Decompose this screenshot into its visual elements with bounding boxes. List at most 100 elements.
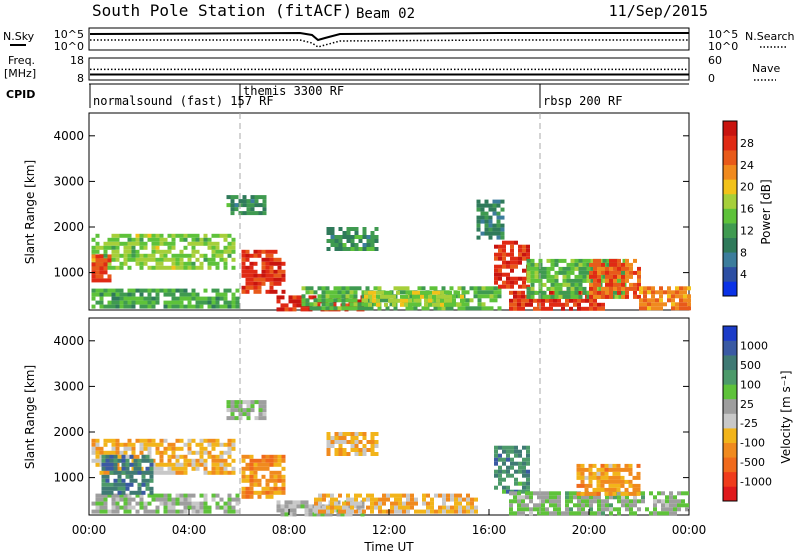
power-cell [488,227,493,232]
power-cell [135,261,140,266]
velocity-cell [119,493,124,498]
power-cell [253,289,258,294]
velocity-cell [597,495,601,500]
velocity-cell [139,450,144,455]
power-cell [107,237,112,242]
power-cell [242,199,247,204]
velocity-cell [584,491,589,496]
power-cell [601,286,605,291]
power-cell [281,261,286,266]
velocity-cell [681,499,685,504]
velocity-cell [249,466,254,471]
power-cell [510,284,514,289]
velocity-cell [231,438,236,443]
velocity-cell [378,509,382,514]
velocity-cell [227,442,232,447]
power-cell [440,298,444,303]
power-cell [445,290,450,295]
power-cell [139,300,144,305]
velocity-cell [510,445,514,450]
velocity-cell [215,462,220,467]
power-cell [127,265,132,270]
velocity-cell [426,501,430,506]
power-cell [111,288,116,293]
power-cell [496,199,501,204]
velocity-cell [522,481,526,486]
power-colorbar-tick: 16 [740,203,754,216]
velocity-cell [145,458,150,463]
velocity-cell [219,470,224,475]
velocity-cell [406,497,410,502]
velocity-cell [183,470,188,475]
power-cell [107,261,112,266]
velocity-cell [171,454,176,459]
power-cell [618,294,623,299]
velocity-cell [358,501,362,506]
velocity-cell [354,444,359,448]
power-cell [143,241,148,246]
power-cell [465,298,470,303]
power-cell [437,306,442,311]
velocity-cell [553,491,557,496]
velocity-cell [589,503,593,508]
power-cell [473,286,478,291]
velocity-cell [280,508,285,513]
velocity-cell [609,503,613,508]
velocity-cell [466,497,470,502]
velocity-cell [588,471,593,476]
velocity-cell [608,479,613,484]
velocity-cell [141,458,146,463]
power-cell [496,203,501,208]
power-cell [565,298,569,303]
velocity-cell [121,486,126,491]
power-cell [167,288,172,293]
power-cell [262,211,267,216]
power-cell [593,302,597,307]
power-cell [456,302,460,307]
velocity-cell [147,438,152,443]
power-cell [546,278,551,283]
velocity-cell [187,505,192,510]
power-cell [334,247,339,251]
power-cell [498,248,502,253]
velocity-cell [498,481,502,486]
power-cell [223,292,228,297]
power-cell [292,299,297,304]
velocity-cell [541,499,545,504]
power-cell [509,306,513,311]
velocity-cell [219,497,224,502]
power-cell [420,294,424,299]
velocity-cell [661,511,665,516]
velocity-cell [605,503,609,508]
velocity-cell [565,511,569,516]
velocity-cell [119,505,124,510]
velocity-cell [261,454,266,459]
power-cell [227,245,232,250]
power-cell [131,257,136,262]
power-cell [554,270,559,275]
power-cell [502,280,506,285]
velocity-cell [117,486,122,491]
power-cell [115,245,120,250]
power-cell [416,290,420,295]
beam-label: Beam 02 [356,6,415,22]
velocity-cell [101,486,106,491]
velocity-cell [346,440,351,444]
power-cell [123,233,128,238]
velocity-cell [183,501,188,506]
power-cell [370,239,375,243]
velocity-cell [257,462,262,467]
velocity-cell [628,471,633,476]
velocity-cell [525,491,529,496]
power-cell [171,292,176,297]
velocity-cell [179,466,184,471]
power-cell [643,306,647,311]
power-cell [606,262,611,267]
velocity-cell [360,512,365,517]
velocity-cell [553,507,557,512]
power-cell [269,265,274,270]
power-cell [183,265,188,270]
power-cell [428,298,432,303]
velocity-cell [518,481,522,486]
power-cell [514,256,518,261]
